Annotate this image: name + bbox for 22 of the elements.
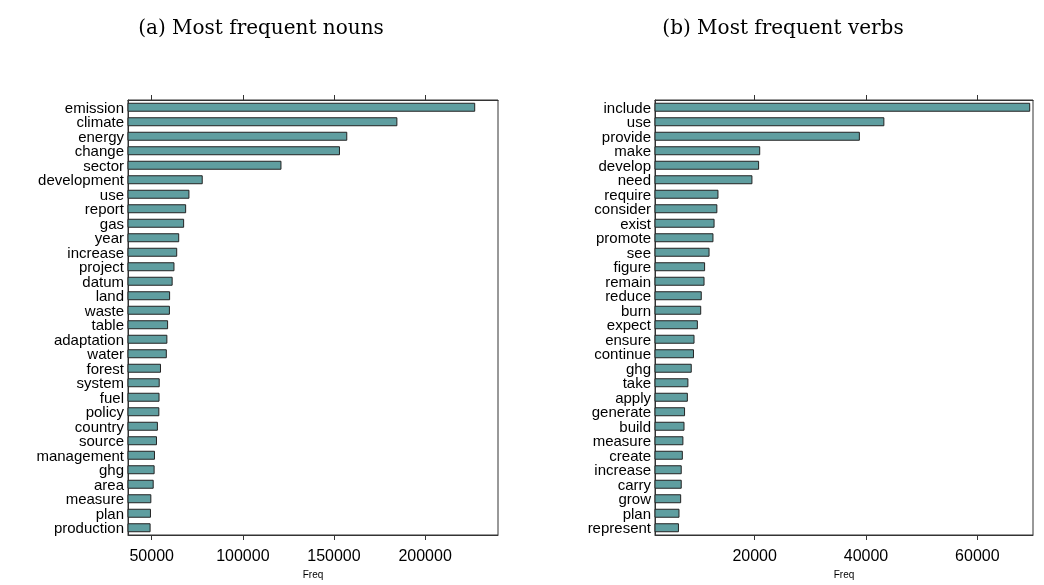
y-tick-label: emission [64,98,124,116]
x-tick-label: 60000 [955,546,1000,564]
y-tick-label: report [84,200,125,218]
y-tick-label: policy [85,403,125,421]
y-tick-label: project [78,258,125,276]
y-tick-label: exist [620,214,652,232]
x-tick-label: 200000 [398,546,452,564]
x-tick-label: 50000 [129,546,175,564]
x-tick-label: 100000 [216,546,270,564]
y-tick-label: figure [613,258,651,276]
y-tick-label: management [36,446,125,464]
x-axis-title: Freq [302,568,324,580]
chart-title: (b) Most frequent verbs [662,15,904,39]
y-tick-label: build [619,417,651,435]
x-tick-label: 150000 [307,546,361,564]
x-tick-label: 40000 [843,546,889,564]
y-tick-label: expect [606,316,652,334]
y-tick-label: require [604,185,651,203]
x-axis-title: Freq [833,568,855,580]
x-tick-label: 20000 [732,546,777,564]
y-tick-label: include [603,98,651,116]
chart-title: (a) Most frequent nouns [138,15,384,39]
